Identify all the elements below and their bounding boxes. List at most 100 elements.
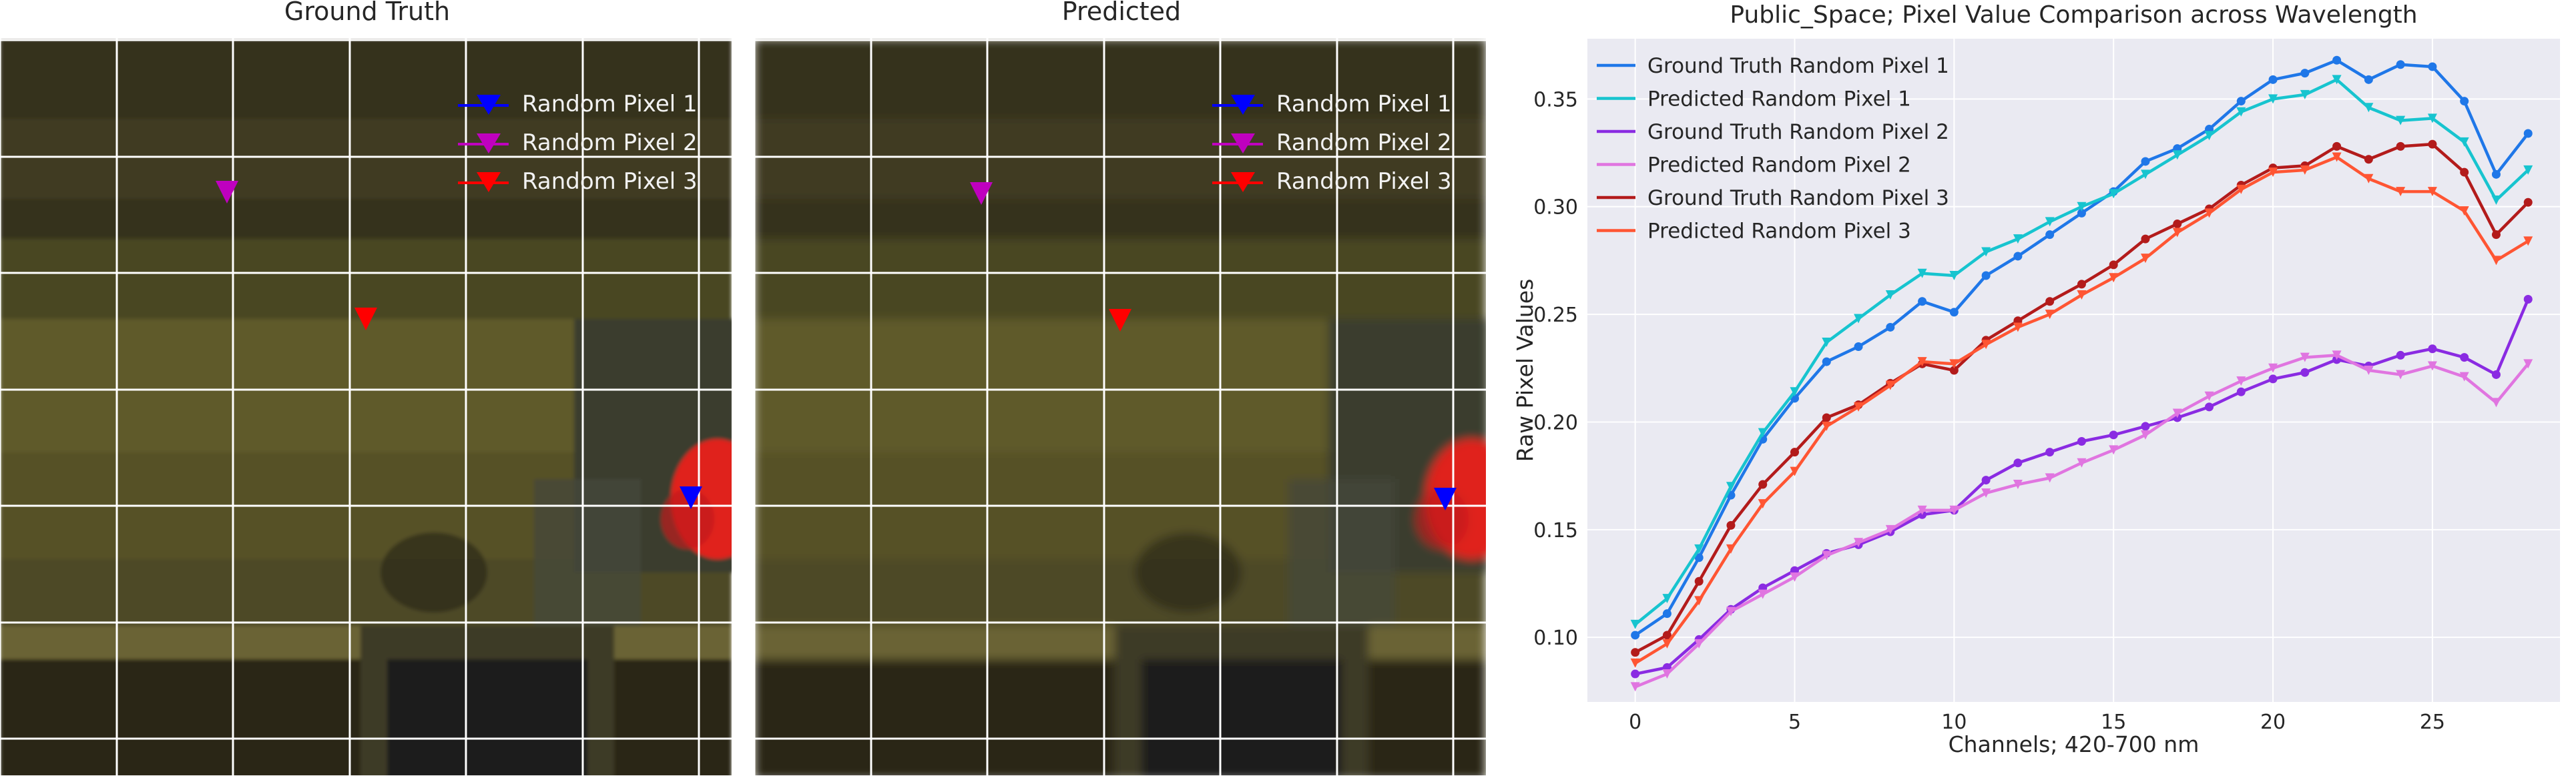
data-point [2491,169,2501,179]
data-point [1758,499,1768,509]
data-point [2523,359,2533,369]
x-tick-label: 15 [2101,711,2126,734]
data-point [2491,230,2501,240]
data-point [1949,359,1959,369]
data-point [2523,198,2533,207]
data-point [2013,252,2023,261]
data-point [2204,391,2214,401]
data-point [2268,374,2278,384]
legend-item-random-pixel-2: Random Pixel 2 [1206,124,1486,163]
data-point [2459,206,2469,216]
data-point [1694,639,1704,649]
data-point [2172,228,2182,238]
data-point [1758,428,1768,438]
x-tick-label: 5 [1788,711,1801,734]
data-point [2364,75,2373,84]
data-point [1981,488,1991,498]
data-point [2172,150,2182,160]
x-axis-label: Channels; 420-700 nm [1949,731,2200,757]
data-point [2077,437,2086,446]
wall-shadow-blob [380,532,487,613]
legend-label: Predicted Random Pixel 2 [1647,153,1911,177]
legend-triangle-marker [477,172,501,192]
y-tick-label: 0.35 [1533,88,1578,111]
pixel-value-chart: Public_Space; Pixel Value Comparison acr… [1512,1,2560,757]
data-point [2045,230,2055,240]
data-point [2140,169,2150,179]
data-point [2045,217,2055,227]
data-point [2523,165,2533,175]
data-point [2141,234,2150,244]
data-point [2332,152,2342,162]
legend-label: Ground Truth Random Pixel 3 [1647,186,1949,210]
data-point [2396,370,2406,380]
data-point [1917,268,1927,278]
data-point [1630,619,1640,629]
data-point [2140,430,2150,440]
data-point [1854,538,1864,548]
data-point [1981,247,1991,257]
y-tick-label: 0.20 [1533,411,1578,434]
right-structure [534,479,641,626]
data-point [2523,295,2533,304]
data-point [2141,422,2150,431]
data-point [2045,448,2055,457]
data-point [1726,520,1736,530]
data-point [1949,308,1959,317]
data-point [2204,131,2214,141]
data-point [2428,62,2437,71]
random-pixel-1-marker [680,486,702,509]
wall-shadow-blob [1135,532,1242,613]
ground-truth-image: Random Pixel 1 Random Pixel 2 Random Pix… [0,39,732,775]
legend-item-random-pixel-2: Random Pixel 2 [451,124,732,163]
data-point [2077,280,2086,289]
legend-label: Ground Truth Random Pixel 1 [1647,54,1949,78]
data-point [1694,544,1704,554]
data-point [1886,322,1895,332]
data-point [2172,408,2182,418]
predicted-title: Predicted [1061,0,1182,26]
predicted-image: Random Pixel 1 Random Pixel 2 Random Pix… [754,39,1486,775]
legend-triangle-marker [477,95,501,115]
data-point [1981,271,1991,280]
x-tick-label: 0 [1629,711,1641,734]
data-point [2300,69,2310,78]
data-point [1694,576,1704,586]
chart-title: Public_Space; Pixel Value Comparison acr… [1730,1,2417,29]
legend-item-random-pixel-1: Random Pixel 1 [1206,85,1486,124]
data-point [1662,609,1671,619]
data-point [2045,297,2055,306]
predicted-legend: Random Pixel 1 Random Pixel 2 Random Pix… [1206,85,1486,202]
data-point [2045,473,2055,483]
predicted-canvas [754,39,1486,775]
data-point [2459,137,2469,147]
red-object-shade [1415,489,1469,549]
data-point [1790,387,1800,397]
data-point [1790,448,1800,457]
data-point [2236,97,2246,106]
y-axis-label: Raw Pixel Values [1512,279,1538,462]
data-point [2428,139,2437,149]
data-point [2077,208,2086,218]
data-point [2396,350,2405,360]
legend-label: Predicted Random Pixel 1 [1647,87,1911,111]
data-point [2396,141,2405,151]
data-point [2460,167,2469,177]
random-pixel-2-marker [970,182,993,205]
data-point [1790,466,1800,476]
data-point [2013,234,2023,244]
data-point [1631,648,1640,657]
legend-label: Predicted Random Pixel 3 [1647,220,1911,244]
data-point [2109,430,2118,440]
legend-label: Random Pixel 3 [1276,168,1452,195]
data-point [1949,366,1959,375]
red-object-shade [661,489,714,549]
series-2 [1630,75,2533,629]
data-point [2300,352,2310,362]
data-point [2045,310,2055,320]
data-point [2013,322,2023,332]
legend-label: Random Pixel 3 [522,168,698,195]
data-point [1630,658,1640,668]
data-point [1694,553,1704,562]
data-point [2300,165,2310,175]
